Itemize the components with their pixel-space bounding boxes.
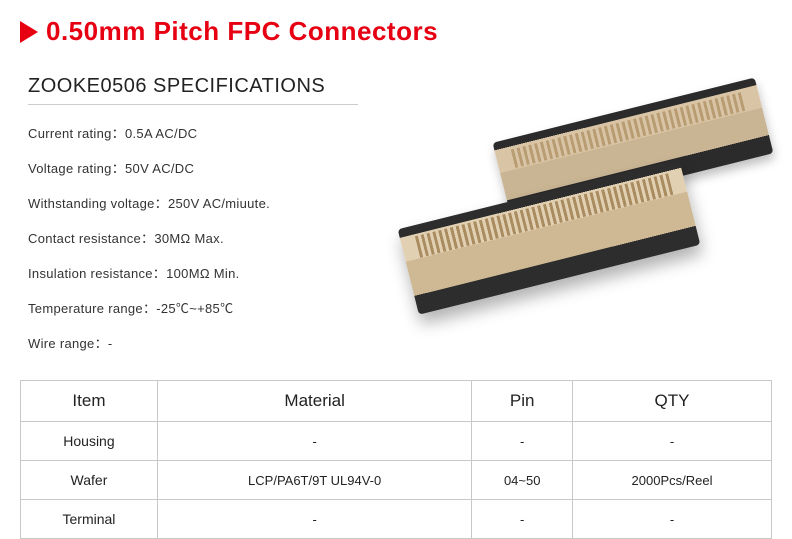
cell: Terminal [21, 500, 158, 539]
spec-line: Voltage rating：50V AC/DC [28, 158, 358, 177]
cell: - [472, 500, 573, 539]
content-row: ZOOKE0506 SPECIFICATIONS Current rating：… [20, 75, 772, 368]
table-row: Terminal - - - [21, 500, 772, 539]
col-material: Material [157, 381, 471, 422]
cell: - [472, 422, 573, 461]
spec-line: Wire range：- [28, 333, 358, 352]
cell: Wafer [21, 461, 158, 500]
cell: - [157, 500, 471, 539]
cell: 2000Pcs/Reel [573, 461, 772, 500]
triangle-marker-icon [20, 21, 38, 43]
cell: 04~50 [472, 461, 573, 500]
cell: - [573, 422, 772, 461]
materials-table: Item Material Pin QTY Housing - - - Wafe… [20, 380, 772, 539]
title-row: 0.50mm Pitch FPC Connectors [20, 16, 772, 47]
specifications-column: ZOOKE0506 SPECIFICATIONS Current rating：… [28, 75, 358, 368]
spec-heading: ZOOKE0506 SPECIFICATIONS [28, 75, 358, 105]
table-row: Wafer LCP/PA6T/9T UL94V-0 04~50 2000Pcs/… [21, 461, 772, 500]
spec-line: Withstanding voltage：250V AC/miuute. [28, 193, 358, 212]
table-header-row: Item Material Pin QTY [21, 381, 772, 422]
col-item: Item [21, 381, 158, 422]
page-title: 0.50mm Pitch FPC Connectors [46, 16, 438, 47]
cell: - [573, 500, 772, 539]
spec-line: Current rating：0.5A AC/DC [28, 123, 358, 142]
spec-line: Insulation resistance：100MΩ Min. [28, 263, 358, 282]
cell: Housing [21, 422, 158, 461]
table-row: Housing - - - [21, 422, 772, 461]
cell: - [157, 422, 471, 461]
col-pin: Pin [472, 381, 573, 422]
spec-line: Contact resistance：30MΩ Max. [28, 228, 358, 247]
cell: LCP/PA6T/9T UL94V-0 [157, 461, 471, 500]
spec-line: Temperature range：-25℃~+85℃ [28, 298, 358, 317]
product-image [378, 75, 772, 355]
col-qty: QTY [573, 381, 772, 422]
